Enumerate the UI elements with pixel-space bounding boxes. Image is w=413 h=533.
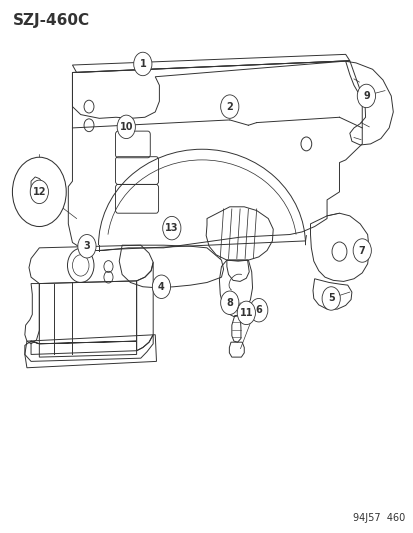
Circle shape <box>237 301 255 325</box>
Text: 7: 7 <box>358 246 365 255</box>
Circle shape <box>220 95 238 118</box>
Circle shape <box>249 298 267 322</box>
Circle shape <box>12 157 66 227</box>
Text: 4: 4 <box>158 282 164 292</box>
Text: 13: 13 <box>165 223 178 233</box>
Text: 1: 1 <box>139 59 146 69</box>
Circle shape <box>30 180 48 204</box>
Text: 6: 6 <box>255 305 261 315</box>
Text: 8: 8 <box>226 298 233 308</box>
Text: 12: 12 <box>33 187 46 197</box>
Circle shape <box>117 115 135 139</box>
Text: 9: 9 <box>362 91 369 101</box>
Circle shape <box>133 52 152 76</box>
Text: 2: 2 <box>226 102 233 111</box>
Circle shape <box>220 291 238 314</box>
Circle shape <box>152 275 170 298</box>
Circle shape <box>356 84 375 108</box>
Text: 5: 5 <box>327 294 334 303</box>
Text: 10: 10 <box>119 122 133 132</box>
Text: SZJ-460C: SZJ-460C <box>12 13 89 28</box>
Text: 94J57  460: 94J57 460 <box>353 513 405 523</box>
Circle shape <box>162 216 180 240</box>
Text: 3: 3 <box>83 241 90 251</box>
Circle shape <box>352 239 370 262</box>
Text: 11: 11 <box>239 308 252 318</box>
Circle shape <box>321 287 339 310</box>
Circle shape <box>78 235 96 258</box>
